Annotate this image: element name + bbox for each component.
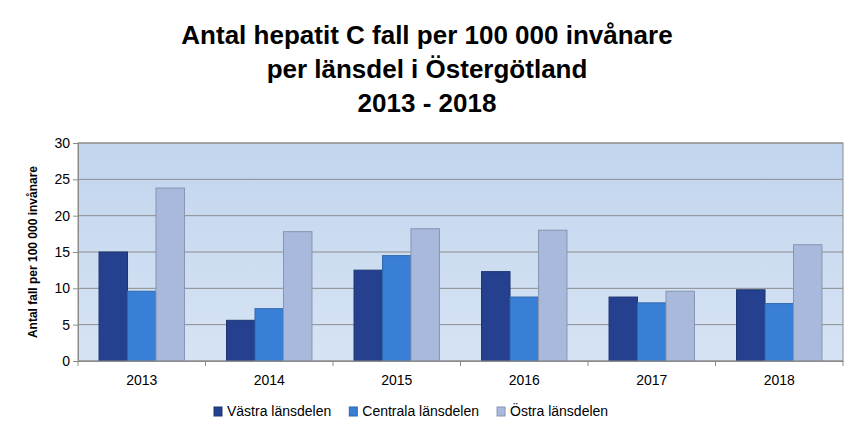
y-tick-mark bbox=[73, 252, 78, 253]
x-separator bbox=[588, 361, 589, 366]
bar bbox=[482, 272, 510, 361]
bar bbox=[765, 304, 793, 361]
grid-line bbox=[78, 324, 843, 325]
x-tick: 2014 bbox=[254, 361, 285, 388]
plot: 0 5 10 15 20 25 30 2013 2014 2015 2016 2017 2018 bbox=[54, 135, 843, 388]
chart: Antal hepatit C fall per 100 000 invånar… bbox=[0, 0, 853, 443]
legend-item: Västra länsdelen bbox=[214, 403, 331, 419]
legend: Västra länsdelen Centrala länsdelen Östra … bbox=[214, 402, 608, 419]
y-tick-label: 15 bbox=[54, 244, 70, 260]
legend-item: Centrala länsdelen bbox=[349, 403, 479, 419]
bar bbox=[666, 291, 694, 361]
x-tick: 2013 bbox=[126, 361, 157, 388]
y-tick: 0 bbox=[62, 353, 78, 369]
bar bbox=[156, 188, 184, 361]
x-tick: 2017 bbox=[636, 361, 667, 388]
title-line: Antal hepatit C fall per 100 000 invånar… bbox=[181, 20, 672, 50]
x-separator bbox=[78, 361, 79, 366]
y-axis-line bbox=[73, 144, 79, 362]
series bbox=[156, 188, 822, 361]
bar bbox=[283, 232, 311, 361]
legend-swatch bbox=[349, 407, 357, 416]
title-line: per länsdel i Östergötland bbox=[267, 54, 588, 84]
x-tick-label: 2018 bbox=[764, 372, 795, 388]
bar bbox=[793, 245, 821, 361]
y-axis: 0 5 10 15 20 25 30 bbox=[54, 135, 78, 369]
legend-item: Östra länsdelen bbox=[497, 402, 608, 419]
x-tick: 2016 bbox=[509, 361, 540, 388]
legend-label: Östra länsdelen bbox=[510, 402, 608, 419]
x-tick-label: 2013 bbox=[126, 372, 157, 388]
series bbox=[128, 256, 794, 361]
bar bbox=[638, 303, 666, 361]
grid-line bbox=[78, 179, 843, 180]
x-tick: 2018 bbox=[764, 361, 795, 388]
plot-frame bbox=[78, 143, 843, 361]
y-tick-mark bbox=[73, 143, 78, 144]
y-tick-label: 0 bbox=[62, 353, 70, 369]
x-tick-label: 2017 bbox=[636, 372, 667, 388]
bar bbox=[609, 297, 637, 361]
bar bbox=[99, 252, 127, 361]
x-separator bbox=[843, 361, 844, 366]
bar bbox=[737, 290, 765, 361]
bar bbox=[510, 297, 538, 361]
bar bbox=[538, 230, 566, 361]
x-separator bbox=[460, 361, 461, 366]
bars bbox=[99, 188, 822, 361]
bar bbox=[383, 256, 411, 361]
y-tick-label: 25 bbox=[54, 171, 70, 187]
title: Antal hepatit C fall per 100 000 invånar… bbox=[181, 20, 672, 118]
y-tick-label: 30 bbox=[54, 135, 70, 151]
y-tick: 30 bbox=[54, 135, 78, 151]
x-separator bbox=[205, 361, 206, 366]
x-tick: 2015 bbox=[381, 361, 412, 388]
x-axis: 2013 2014 2015 2016 2017 2018 bbox=[79, 361, 844, 388]
x-separator bbox=[333, 361, 334, 366]
grid-line bbox=[78, 252, 843, 253]
y-tick-label: 20 bbox=[54, 208, 70, 224]
plot-background bbox=[78, 143, 843, 361]
x-separator bbox=[715, 361, 716, 366]
bar bbox=[255, 309, 283, 361]
bar bbox=[411, 229, 439, 361]
bar bbox=[128, 291, 156, 361]
legend-label: Centrala länsdelen bbox=[362, 403, 479, 419]
y-tick: 10 bbox=[54, 280, 78, 296]
y-tick-label: 10 bbox=[54, 280, 70, 296]
grid-line bbox=[78, 288, 843, 289]
x-tick-label: 2014 bbox=[254, 372, 285, 388]
y-axis-title: Antal fall per 100 000 invånare bbox=[26, 166, 40, 338]
legend-swatch bbox=[497, 407, 505, 416]
y-tick: 20 bbox=[54, 208, 78, 224]
y-tick-mark bbox=[73, 361, 78, 362]
y-tick-mark bbox=[73, 179, 78, 180]
title-line: 2013 - 2018 bbox=[358, 88, 497, 118]
bar bbox=[354, 270, 382, 361]
legend-swatch bbox=[214, 407, 222, 416]
y-tick-mark bbox=[73, 216, 78, 217]
grid-line bbox=[78, 215, 843, 216]
y-tick-label: 5 bbox=[62, 317, 70, 333]
y-tick: 15 bbox=[54, 244, 78, 260]
y-tick-mark bbox=[73, 325, 78, 326]
y-tick: 5 bbox=[62, 317, 78, 333]
x-tick-label: 2016 bbox=[509, 372, 540, 388]
bar bbox=[227, 320, 255, 361]
legend-label: Västra länsdelen bbox=[227, 403, 331, 419]
y-tick: 25 bbox=[54, 171, 78, 187]
x-tick-label: 2015 bbox=[381, 372, 412, 388]
y-tick-mark bbox=[73, 288, 78, 289]
